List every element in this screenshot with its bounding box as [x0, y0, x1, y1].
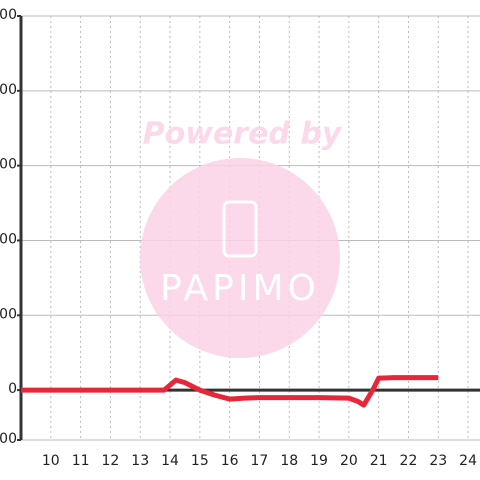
- x-tick-label: 12: [102, 453, 120, 469]
- series-line: [21, 375, 439, 408]
- y-tick-label: 0: [8, 381, 17, 397]
- watermark-logo: PAPIMO: [160, 268, 320, 309]
- x-tick-label: 21: [370, 453, 388, 469]
- x-tick-label: 20: [340, 453, 358, 469]
- x-tick-label: 23: [429, 453, 447, 469]
- y-tick-label: 60,000: [0, 231, 17, 247]
- x-tick-label: 13: [131, 453, 149, 469]
- watermark-circle: [140, 158, 340, 358]
- x-tick-label: 18: [280, 453, 298, 469]
- x-tick-label: 17: [251, 453, 269, 469]
- watermark: Powered by PAPIMO: [140, 117, 343, 358]
- watermark-title: Powered by: [143, 117, 343, 152]
- y-tick-label: 30,000: [0, 306, 17, 322]
- x-tick-label: 16: [221, 453, 239, 469]
- y-tick-label: 90,000: [0, 157, 17, 173]
- x-tick-label: 22: [400, 453, 418, 469]
- y-tick-label: 150,000: [0, 7, 17, 23]
- x-tick-label: 11: [72, 453, 90, 469]
- x-tick-label: 14: [161, 453, 179, 469]
- x-tick-label: 15: [191, 453, 209, 469]
- x-tick-label: 10: [42, 453, 60, 469]
- x-tick-label: 24: [459, 453, 477, 469]
- y-tick-label: 120,000: [0, 82, 17, 98]
- y-tick-label: -20,000: [0, 431, 17, 447]
- watermark-phone: [222, 200, 258, 258]
- x-tick-label: 19: [310, 453, 328, 469]
